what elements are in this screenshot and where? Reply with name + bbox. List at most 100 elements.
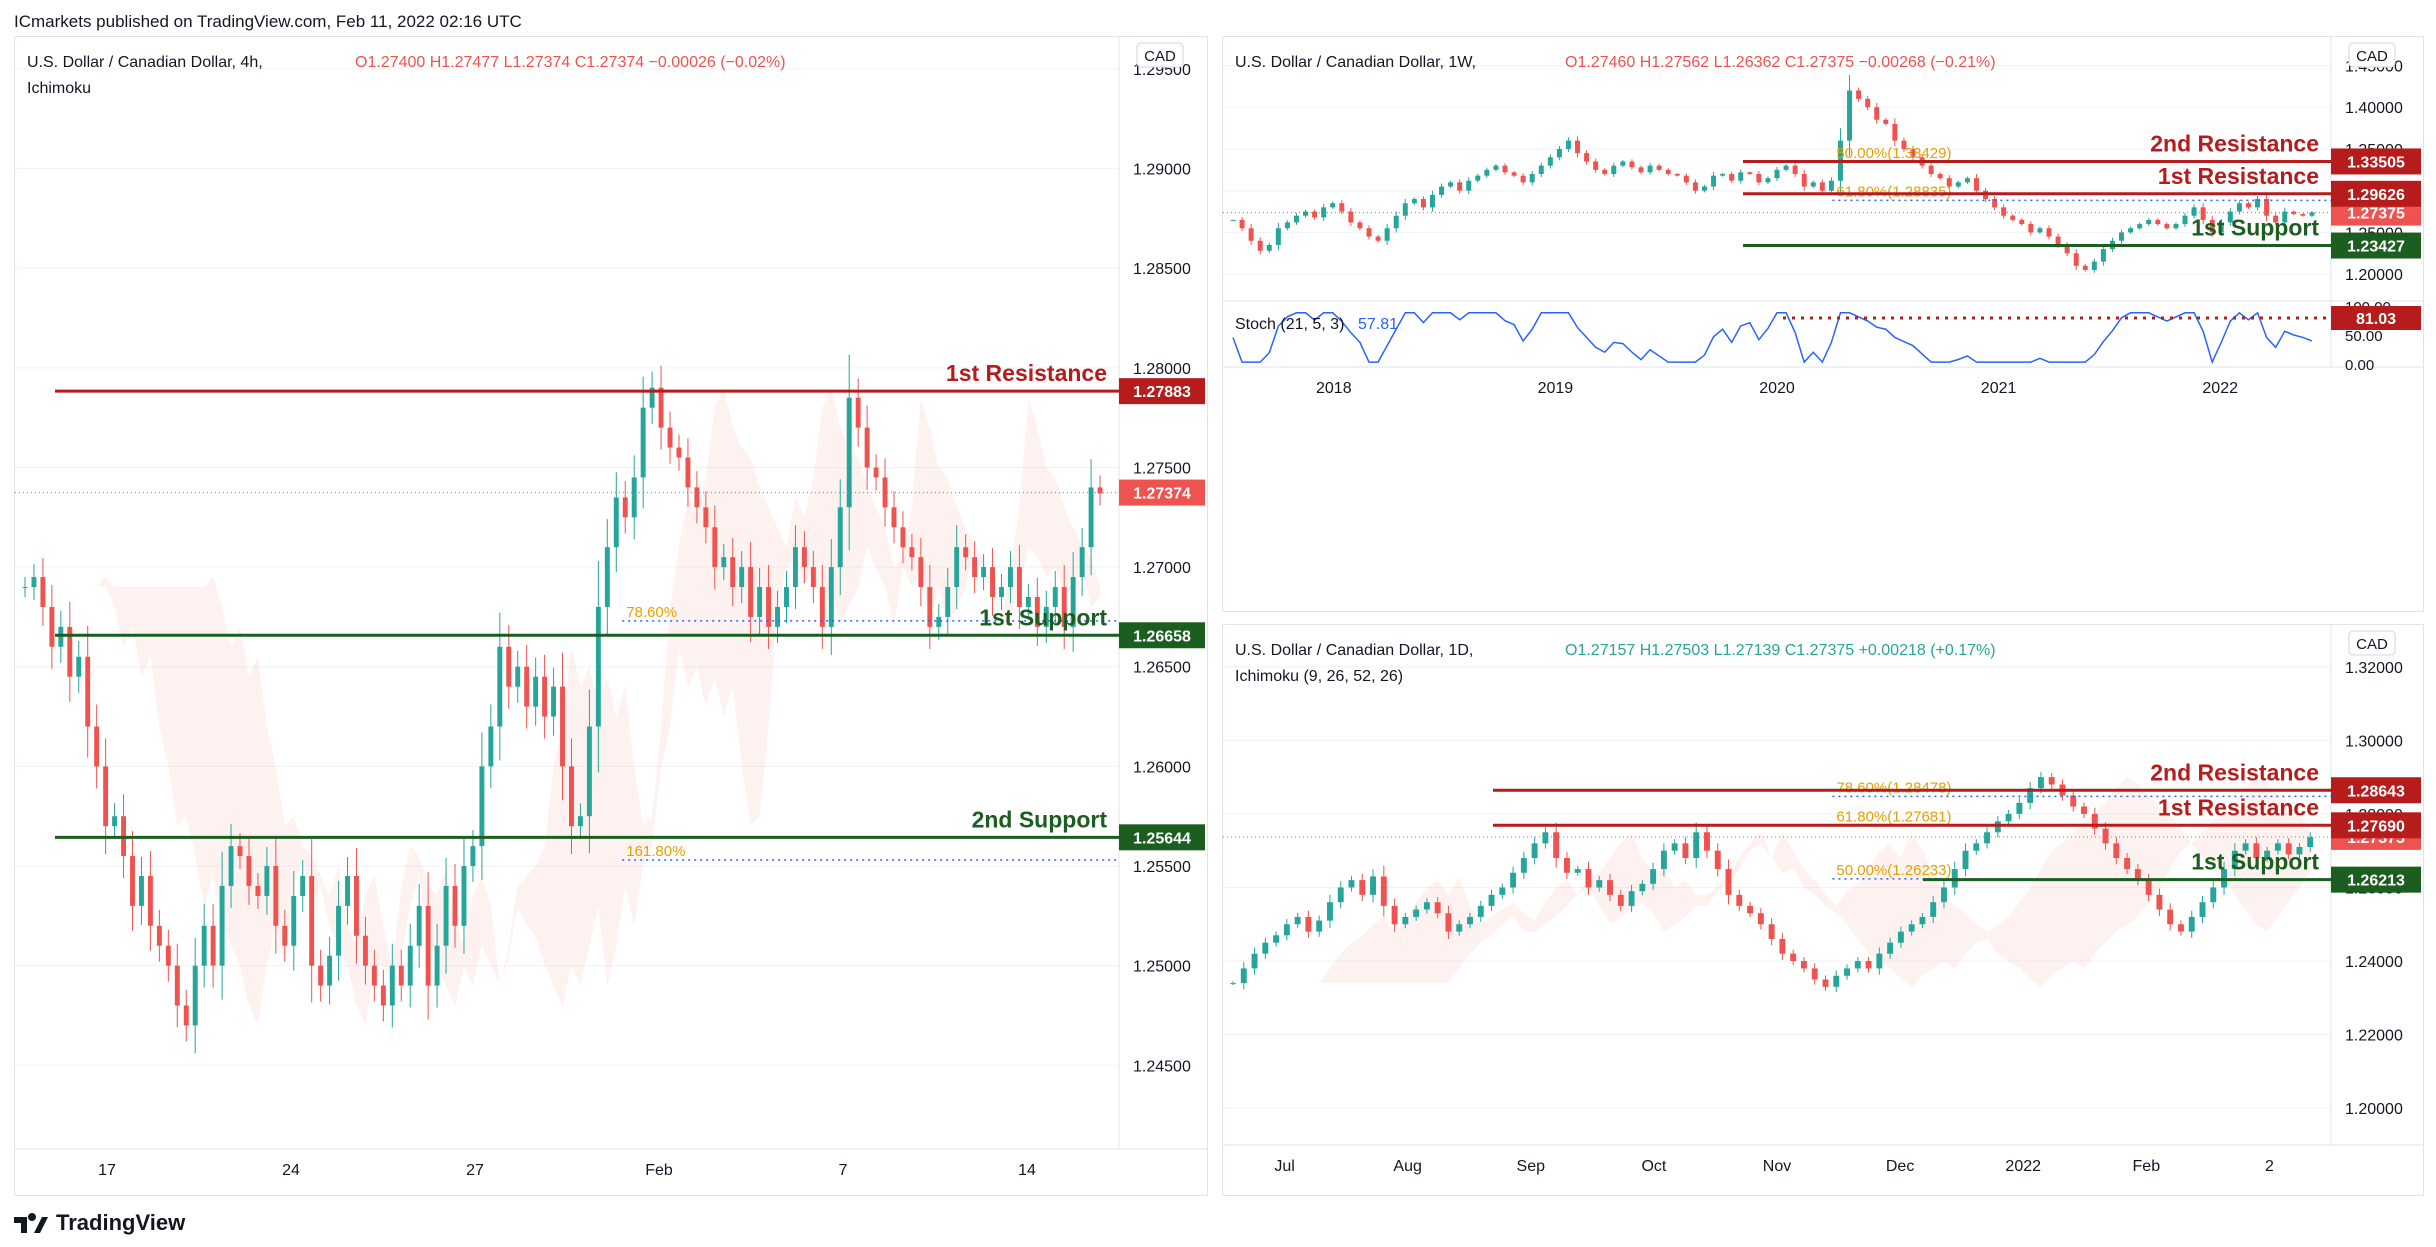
candle-body: [900, 527, 906, 548]
candle-body: [1779, 938, 1786, 954]
candle-body: [183, 1005, 189, 1026]
y-tick-label: 1.27500: [1133, 460, 1191, 477]
candle-body: [1822, 979, 1829, 987]
candle-body: [1992, 199, 1998, 208]
candle-body: [712, 527, 718, 568]
chart-1d-svg[interactable]: 1.200001.220001.240001.260001.280001.300…: [1223, 625, 2423, 1195]
candle-body: [1725, 869, 1732, 895]
tradingview-footer[interactable]: TradingView: [14, 1210, 185, 1236]
indicator-label: Ichimoku (9, 26, 52, 26): [1235, 668, 1403, 685]
x-tick-label: 2022: [2005, 1158, 2041, 1175]
candle-body: [147, 875, 153, 926]
candle-body: [1457, 182, 1463, 191]
candle-body: [1547, 157, 1553, 166]
x-tick-label: 2020: [1759, 380, 1795, 397]
candle-body: [1061, 587, 1067, 627]
candle-body: [936, 616, 942, 627]
x-tick-label: 2021: [1981, 380, 2017, 397]
candle-body: [882, 477, 888, 508]
candle-body: [31, 577, 37, 588]
candle-body: [2037, 777, 2044, 789]
candle-body: [425, 905, 431, 986]
candle-body: [1620, 161, 1626, 166]
candle-body: [192, 965, 198, 1026]
y-tick-label: 1.26000: [1133, 759, 1191, 776]
x-tick-label: Jul: [1274, 1158, 1294, 1175]
candle-body: [291, 895, 297, 946]
candle-body: [1305, 916, 1312, 932]
y-tick-label: 1.40000: [2345, 100, 2403, 117]
x-tick-label: 14: [1018, 1162, 1036, 1179]
x-tick-label: 2: [2265, 1158, 2274, 1175]
x-tick-label: 17: [98, 1162, 116, 1179]
candle-body: [1955, 182, 1961, 187]
candle-body: [1079, 547, 1085, 578]
candle-body: [479, 766, 485, 847]
level-label: 1st Support: [2191, 215, 2319, 241]
candle-body: [1294, 916, 1301, 925]
candle-body: [1434, 902, 1441, 914]
candle-body: [1711, 175, 1717, 187]
candle-body: [1941, 887, 1947, 903]
candle-body: [2128, 228, 2134, 233]
candle-body: [569, 766, 574, 827]
candle-body: [2164, 224, 2170, 229]
publisher-header: ICmarkets published on TradingView.com, …: [14, 12, 522, 31]
candle-body: [1391, 905, 1398, 925]
stoch-y-tick: 0.00: [2345, 357, 2374, 374]
y-tick-label: 1.30000: [2345, 733, 2403, 750]
candle-body: [2156, 894, 2163, 910]
candle-body: [1370, 876, 1377, 895]
candle-body: [1790, 953, 1797, 962]
candle-body: [1467, 916, 1473, 925]
candle-body: [1283, 924, 1290, 936]
candle-body: [1811, 968, 1818, 980]
candle-body: [1575, 140, 1581, 154]
candle-body: [2245, 203, 2251, 208]
candle-body: [1908, 924, 1915, 932]
candle-body: [1520, 858, 1527, 873]
candle-body: [784, 587, 789, 607]
chart-1w-svg[interactable]: 1.200001.250001.300001.350001.400001.450…: [1223, 37, 2423, 611]
candle-body: [2191, 207, 2197, 216]
chart-panel-1d[interactable]: 1.200001.220001.240001.260001.280001.300…: [1222, 624, 2424, 1196]
candle-body: [1714, 850, 1721, 870]
chart-panel-4h[interactable]: 1.24500 1.25000 1.25500 1.26000 1.26500 1.270…: [14, 36, 1208, 1196]
candle-body: [85, 656, 91, 727]
candle-body: [1493, 165, 1499, 170]
fib-label: 61.80%(1.27681): [1836, 809, 1951, 826]
candle-body: [2010, 215, 2016, 220]
x-tick-label: 24: [282, 1162, 300, 1179]
candle-body: [2199, 902, 2206, 917]
candle-body: [1747, 172, 1753, 174]
candle-body: [1747, 905, 1754, 914]
candle-body: [327, 955, 333, 986]
candle-body: [766, 587, 772, 627]
candle-body: [990, 567, 996, 597]
candle-body: [2188, 916, 2195, 932]
level-price-tag: [2331, 866, 2421, 893]
chart-4h-svg[interactable]: 1.24500 1.25000 1.25500 1.26000 1.26500 1.270…: [15, 37, 1207, 1195]
candle-body: [1593, 161, 1599, 170]
candle-body: [1312, 211, 1318, 218]
candle-body: [1756, 174, 1762, 183]
candle-body: [2291, 211, 2297, 215]
candle-body: [1897, 931, 1904, 943]
candle-body: [470, 846, 476, 867]
candle-body: [846, 397, 852, 508]
candle-body: [1656, 165, 1662, 170]
candle-body: [1650, 869, 1657, 884]
candle-body: [1683, 175, 1689, 183]
candle-body: [999, 587, 1004, 597]
candle-body: [1783, 165, 1789, 170]
chart-panel-1w[interactable]: 1.200001.250001.300001.350001.400001.450…: [1222, 36, 2424, 612]
candle-body: [658, 387, 664, 428]
candle-body: [1475, 175, 1481, 181]
candle-body: [1337, 887, 1344, 903]
candle-body: [345, 875, 350, 906]
candle-body: [2274, 843, 2281, 851]
candle-body: [2264, 199, 2270, 216]
candle-body: [748, 567, 754, 617]
candle-body: [819, 587, 825, 627]
candle-body: [1429, 194, 1435, 208]
